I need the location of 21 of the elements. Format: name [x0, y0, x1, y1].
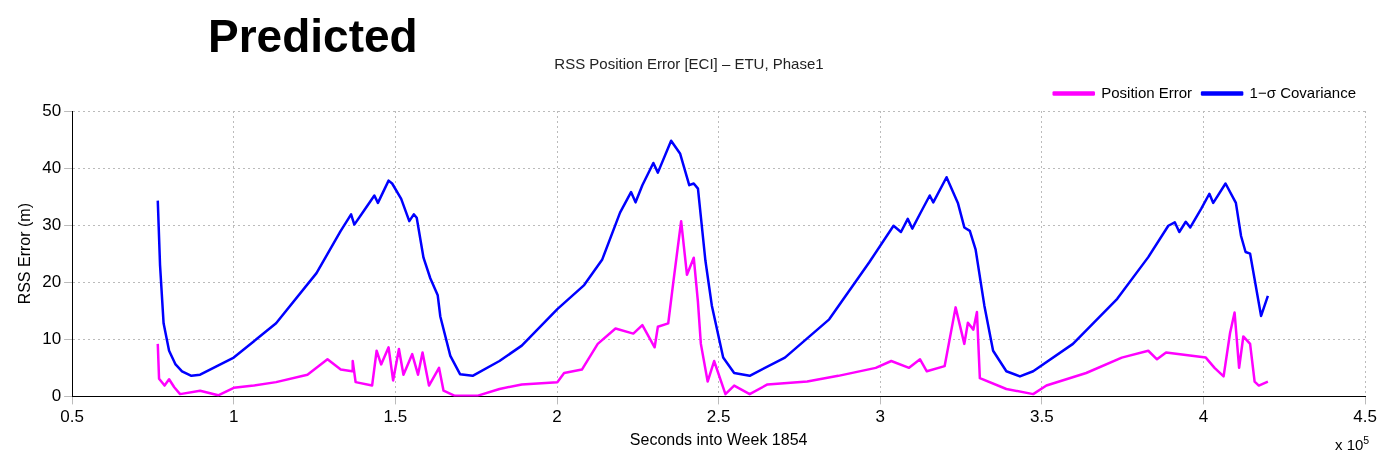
legend-label: 1−σ Covariance — [1249, 83, 1357, 101]
x-tick-label: 4.5 — [1353, 407, 1377, 427]
y-tick-label: 20 — [42, 271, 62, 291]
x-tick-label: 3.5 — [1030, 407, 1054, 427]
x-tick-label: 3 — [875, 407, 886, 427]
y-tick-label: 50 — [42, 100, 62, 120]
x-tick-label: 2.5 — [706, 407, 731, 427]
x-tick-label: 0.5 — [60, 407, 84, 427]
y-tick-label: 10 — [42, 329, 62, 349]
x-tick-label: 1.5 — [383, 407, 408, 427]
chart-title: RSS Position Error [ECI] – ETU, Phase1 — [554, 55, 824, 73]
y-tick-label: 40 — [42, 157, 62, 177]
x-axis-title: Seconds into Week 1854 — [629, 430, 808, 448]
y-tick-label: 0 — [51, 386, 62, 406]
x-tick-label: 4 — [1198, 407, 1209, 427]
text: Predicted — [208, 10, 418, 62]
y-axis-title: RSS Error (m) — [16, 203, 34, 305]
y-tick-label: 30 — [42, 214, 62, 234]
x-tick-label: 1 — [229, 407, 239, 427]
legend-label: Position Error — [1101, 83, 1193, 101]
x-tick-label: 2 — [552, 407, 562, 427]
